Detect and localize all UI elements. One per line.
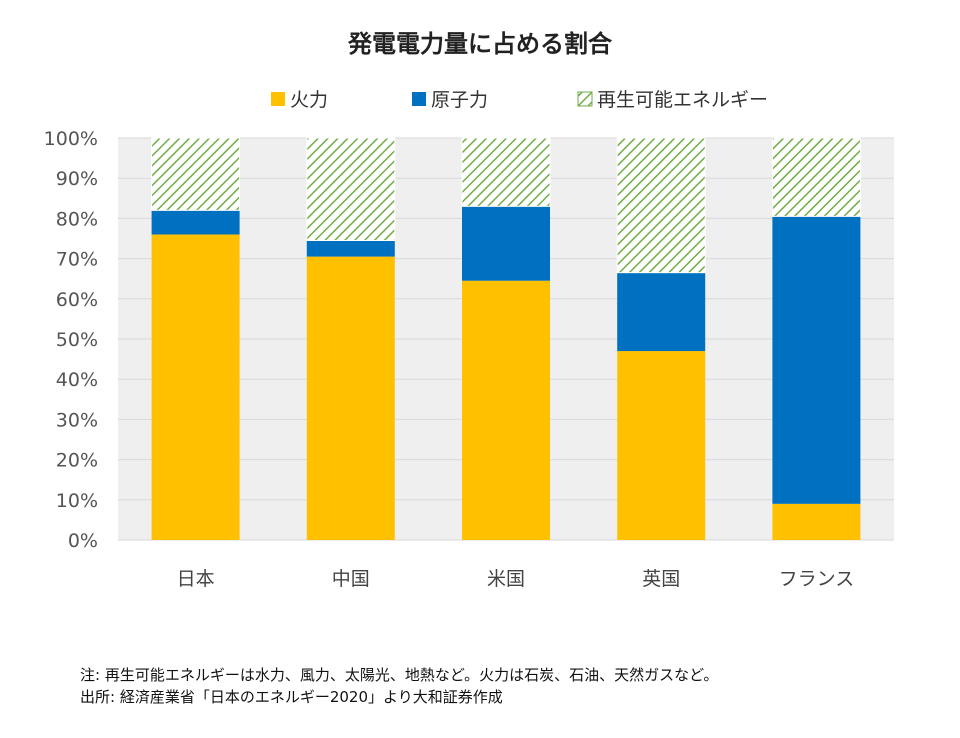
bars: [151, 137, 861, 541]
y-tick-label: 40%: [56, 369, 98, 391]
legend-label-thermal: 火力: [290, 89, 328, 111]
bar-segment-renewable: [306, 137, 396, 242]
legend-swatch-renewable: [577, 91, 593, 107]
legend: 火力 原子力 再生可能エネルギー: [271, 89, 768, 111]
legend-label-renewable: 再生可能エネルギー: [597, 89, 768, 111]
y-tick-label: 90%: [56, 168, 98, 190]
bar-segment-renewable: [616, 137, 706, 274]
y-tick-label: 30%: [56, 409, 98, 431]
y-tick-label: 10%: [56, 490, 98, 512]
bar-segment-nuclear: [462, 206, 550, 281]
bar-segment-nuclear: [617, 272, 706, 352]
x-category-label: 日本: [177, 568, 215, 590]
footnote-definition: 注: 再生可能エネルギーは水力、風力、太陽光、地熱など。火力は石炭、石油、天然ガ…: [80, 666, 719, 684]
x-category-label: 中国: [332, 568, 370, 590]
y-tick-label: 50%: [56, 329, 98, 351]
bar-segment-thermal: [306, 256, 395, 540]
bar-segment-nuclear: [772, 216, 861, 504]
legend-label-nuclear: 原子力: [431, 89, 488, 111]
bar-segment-thermal: [772, 503, 861, 540]
footnotes: 注: 再生可能エネルギーは水力、風力、太陽光、地熱など。火力は石炭、石油、天然ガ…: [80, 664, 718, 708]
legend-swatch-thermal: [271, 92, 285, 106]
y-tick-label: 60%: [56, 289, 98, 311]
bar-segment-thermal: [151, 234, 240, 541]
bar-segment-thermal: [462, 280, 550, 540]
y-tick-label: 80%: [56, 208, 98, 230]
bar-segment-renewable: [771, 137, 861, 217]
y-tick-label: 100%: [44, 128, 98, 150]
y-axis: 0% 10% 20% 30% 40% 50% 60% 70% 80% 90% 100%: [44, 128, 98, 552]
x-category-label: フランス: [779, 568, 855, 590]
y-tick-label: 20%: [56, 450, 98, 472]
bar-segment-nuclear: [306, 240, 395, 257]
x-category-label: 英国: [642, 568, 680, 590]
bar-segment-thermal: [617, 351, 706, 540]
footnote-source: 出所: 経済産業省「日本のエネルギー2020」より大和証券作成: [80, 688, 503, 706]
bar-segment-renewable: [461, 137, 551, 207]
chart-title: 発電電力量に占める割合: [347, 30, 613, 58]
x-axis: 日本 中国 米国 英国 フランス: [177, 568, 855, 590]
bar-segment-renewable: [151, 137, 241, 211]
x-category-label: 米国: [487, 568, 525, 590]
legend-swatch-nuclear: [412, 92, 426, 106]
y-tick-label: 70%: [56, 249, 98, 271]
bar-segment-nuclear: [151, 210, 240, 235]
y-tick-label: 0%: [68, 530, 98, 552]
